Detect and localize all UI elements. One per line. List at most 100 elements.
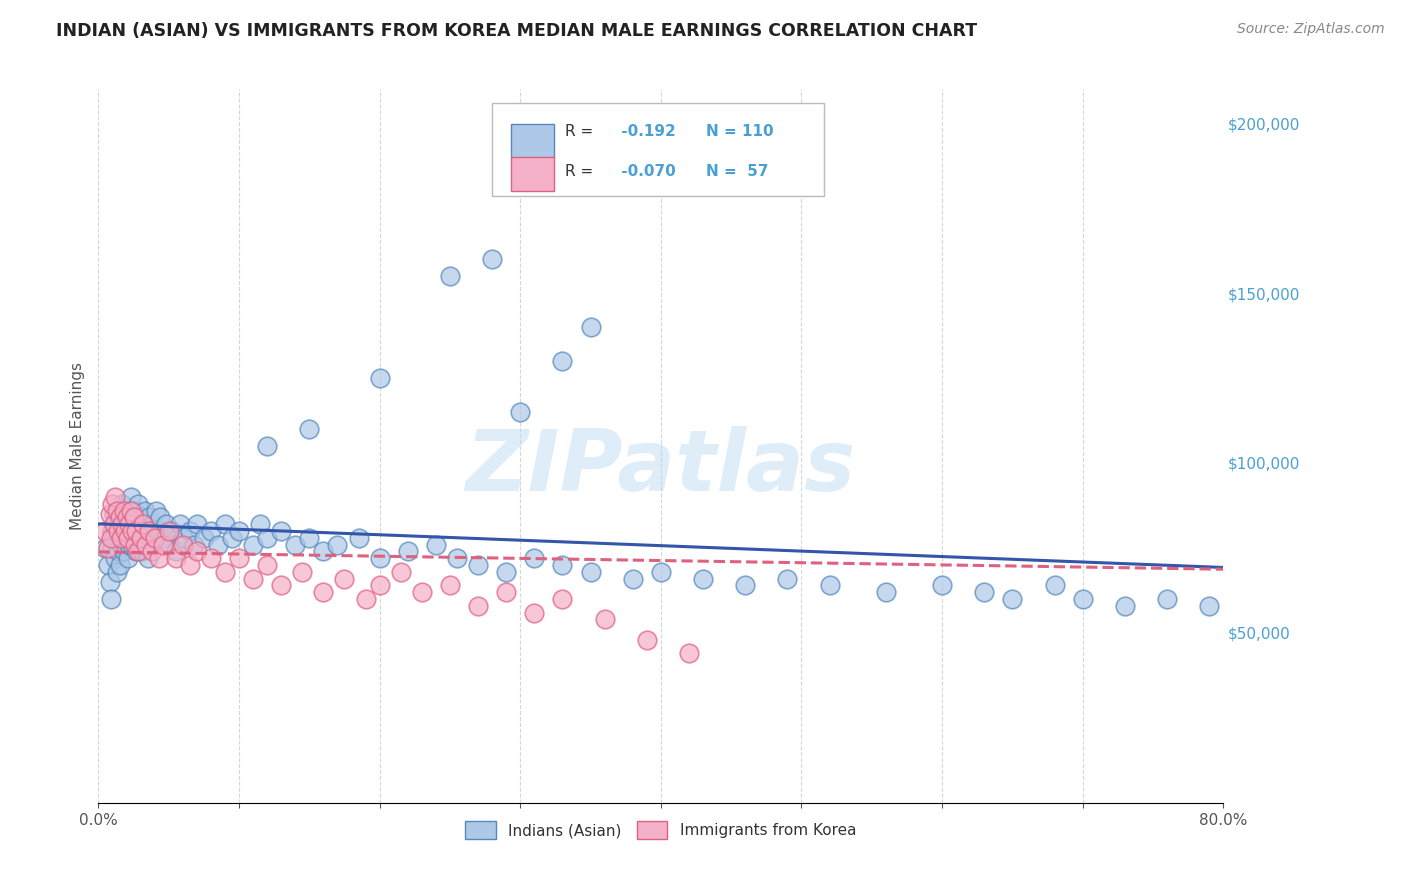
Point	[152, 531, 174, 545]
Bar	[512, 124, 554, 159]
Point	[136, 551, 159, 566]
Point	[103, 531, 125, 545]
Point	[354, 591, 377, 606]
Point	[138, 524, 160, 538]
Point	[179, 524, 201, 538]
Point	[818, 578, 841, 592]
Text: INDIAN (ASIAN) VS IMMIGRANTS FROM KOREA MEDIAN MALE EARNINGS CORRELATION CHART: INDIAN (ASIAN) VS IMMIGRANTS FROM KOREA …	[56, 22, 977, 40]
Point	[396, 544, 419, 558]
Point	[145, 503, 167, 517]
Point	[142, 517, 165, 532]
Point	[214, 565, 236, 579]
Point	[368, 371, 391, 385]
Point	[122, 503, 145, 517]
Point	[107, 510, 129, 524]
Point	[107, 544, 129, 558]
Point	[141, 537, 163, 551]
Point	[134, 503, 156, 517]
Point	[105, 531, 128, 545]
Point	[172, 537, 194, 551]
Legend: Indians (Asian), Immigrants from Korea: Indians (Asian), Immigrants from Korea	[460, 815, 862, 845]
Point	[242, 537, 264, 551]
Point	[148, 551, 170, 566]
Point	[110, 517, 132, 532]
Point	[97, 558, 120, 572]
Point	[120, 490, 142, 504]
Point	[105, 565, 128, 579]
Point	[270, 578, 292, 592]
Point	[256, 558, 278, 572]
Point	[101, 524, 124, 538]
Point	[141, 544, 163, 558]
Point	[228, 524, 250, 538]
Point	[115, 531, 138, 545]
Point	[551, 558, 574, 572]
Point	[132, 517, 155, 532]
Point	[193, 531, 215, 545]
Point	[186, 517, 208, 532]
Point	[132, 524, 155, 538]
Point	[103, 507, 125, 521]
Point	[101, 497, 124, 511]
Point	[291, 565, 314, 579]
Point	[152, 537, 174, 551]
Point	[131, 510, 153, 524]
Bar	[512, 157, 554, 191]
Point	[129, 531, 152, 545]
Point	[155, 517, 177, 532]
Point	[326, 537, 349, 551]
Text: -0.070: -0.070	[616, 164, 675, 178]
Point	[207, 537, 229, 551]
Point	[186, 544, 208, 558]
Point	[112, 503, 135, 517]
Point	[94, 524, 117, 538]
Point	[98, 507, 121, 521]
Point	[125, 524, 148, 538]
Point	[368, 551, 391, 566]
Point	[446, 551, 468, 566]
Point	[165, 544, 187, 558]
Text: R =: R =	[565, 164, 593, 178]
Point	[200, 524, 222, 538]
Point	[312, 585, 335, 599]
Point	[125, 544, 148, 558]
Point	[117, 551, 139, 566]
Point	[104, 517, 127, 532]
Point	[256, 439, 278, 453]
Point	[115, 510, 138, 524]
Point	[650, 565, 672, 579]
Point	[111, 497, 134, 511]
Point	[1001, 591, 1024, 606]
Point	[160, 524, 183, 538]
Point	[389, 565, 412, 579]
Text: R =: R =	[565, 123, 593, 138]
Point	[114, 503, 136, 517]
Point	[104, 551, 127, 566]
Point	[333, 572, 356, 586]
Point	[114, 524, 136, 538]
Point	[157, 524, 180, 538]
Point	[973, 585, 995, 599]
Point	[1198, 599, 1220, 613]
Point	[97, 541, 120, 555]
Point	[734, 578, 756, 592]
Point	[127, 544, 149, 558]
Point	[104, 490, 127, 504]
Point	[636, 632, 658, 647]
Point	[115, 510, 138, 524]
Point	[124, 531, 146, 545]
Point	[129, 517, 152, 532]
Point	[298, 531, 321, 545]
Point	[121, 524, 143, 538]
Point	[149, 510, 172, 524]
Point	[148, 524, 170, 538]
Point	[143, 531, 166, 545]
Point	[127, 524, 149, 538]
Point	[678, 646, 700, 660]
Point	[312, 544, 335, 558]
Point	[776, 572, 799, 586]
Point	[143, 531, 166, 545]
Point	[495, 585, 517, 599]
Y-axis label: Median Male Earnings: Median Male Earnings	[69, 362, 84, 530]
Point	[439, 269, 461, 284]
